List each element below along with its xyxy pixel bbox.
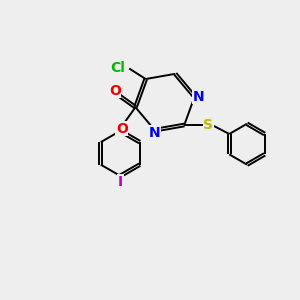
Text: S: S xyxy=(203,118,213,132)
Text: N: N xyxy=(148,126,160,140)
Text: I: I xyxy=(118,175,123,189)
Text: N: N xyxy=(192,90,204,104)
Text: Cl: Cl xyxy=(111,61,126,75)
Text: O: O xyxy=(116,122,128,136)
Text: O: O xyxy=(109,83,121,98)
